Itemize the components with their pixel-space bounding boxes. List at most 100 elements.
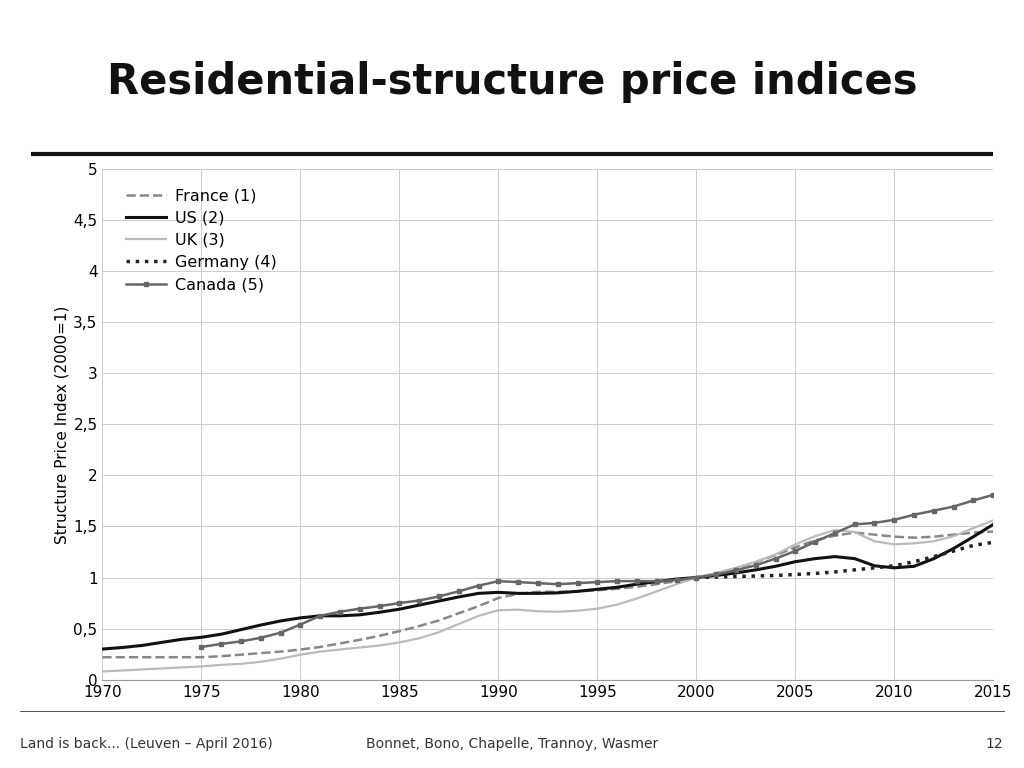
Germany (4): [809, 569, 821, 578]
UK (3): [393, 637, 406, 647]
Germany (4): [750, 571, 762, 581]
Canada (5): [888, 515, 900, 525]
Line: France (1): France (1): [102, 531, 993, 657]
Canada (5): [650, 577, 663, 586]
Line: UK (3): UK (3): [102, 521, 993, 671]
US (2): [828, 552, 841, 561]
UK (3): [353, 643, 366, 652]
France (1): [374, 631, 386, 641]
France (1): [690, 573, 702, 582]
France (1): [393, 627, 406, 636]
Text: Residential-structure price indices: Residential-structure price indices: [106, 61, 918, 103]
US (2): [671, 574, 683, 584]
Canada (5): [571, 578, 584, 588]
UK (3): [750, 557, 762, 566]
Text: 12: 12: [986, 737, 1004, 751]
UK (3): [531, 607, 544, 616]
UK (3): [671, 580, 683, 589]
France (1): [552, 588, 564, 597]
US (2): [175, 634, 187, 644]
Canada (5): [947, 502, 959, 511]
France (1): [849, 528, 861, 537]
Canada (5): [334, 607, 346, 617]
France (1): [531, 588, 544, 597]
US (2): [849, 554, 861, 563]
Germany (4): [868, 563, 881, 572]
Canada (5): [611, 577, 624, 586]
US (2): [96, 644, 109, 654]
Canada (5): [234, 637, 247, 646]
Canada (5): [294, 620, 306, 629]
US (2): [493, 588, 505, 597]
France (1): [314, 642, 327, 651]
France (1): [255, 648, 267, 657]
US (2): [928, 554, 940, 563]
France (1): [750, 558, 762, 567]
France (1): [472, 601, 484, 611]
France (1): [116, 653, 128, 662]
UK (3): [611, 600, 624, 609]
US (2): [314, 611, 327, 621]
Canada (5): [631, 577, 643, 586]
US (2): [690, 573, 702, 582]
UK (3): [849, 528, 861, 537]
Canada (5): [472, 581, 484, 591]
Canada (5): [512, 578, 524, 587]
UK (3): [96, 667, 109, 676]
France (1): [611, 584, 624, 594]
Canada (5): [671, 575, 683, 584]
UK (3): [552, 607, 564, 617]
US (2): [215, 630, 227, 639]
France (1): [274, 647, 287, 656]
US (2): [888, 563, 900, 572]
US (2): [255, 621, 267, 630]
Germany (4): [928, 552, 940, 561]
US (2): [790, 557, 802, 566]
Canada (5): [314, 611, 327, 621]
Canada (5): [393, 598, 406, 607]
UK (3): [314, 647, 327, 656]
Canada (5): [453, 587, 465, 596]
UK (3): [828, 525, 841, 535]
Canada (5): [849, 520, 861, 529]
Canada (5): [968, 496, 980, 505]
Line: Canada (5): Canada (5): [199, 492, 995, 650]
US (2): [433, 597, 445, 606]
France (1): [868, 530, 881, 539]
US (2): [374, 607, 386, 617]
US (2): [353, 611, 366, 620]
Canada (5): [493, 577, 505, 586]
UK (3): [334, 645, 346, 654]
US (2): [868, 561, 881, 571]
Germany (4): [769, 571, 781, 580]
US (2): [631, 580, 643, 589]
Germany (4): [690, 573, 702, 582]
France (1): [353, 635, 366, 644]
Legend: France (1), US (2), UK (3), Germany (4), Canada (5): France (1), US (2), UK (3), Germany (4),…: [119, 182, 284, 299]
France (1): [591, 586, 603, 595]
UK (3): [790, 540, 802, 549]
France (1): [968, 528, 980, 537]
France (1): [413, 621, 425, 631]
France (1): [769, 551, 781, 560]
Germany (4): [790, 570, 802, 579]
Line: Germany (4): Germany (4): [696, 542, 993, 578]
France (1): [334, 639, 346, 648]
Canada (5): [274, 628, 287, 637]
Text: Bonnet, Bono, Chapelle, Trannoy, Wasmer: Bonnet, Bono, Chapelle, Trannoy, Wasmer: [366, 737, 658, 751]
UK (3): [196, 662, 208, 671]
UK (3): [116, 666, 128, 675]
UK (3): [156, 664, 168, 673]
UK (3): [274, 654, 287, 664]
France (1): [493, 594, 505, 603]
Germany (4): [888, 561, 900, 571]
UK (3): [769, 550, 781, 559]
US (2): [650, 577, 663, 586]
Canada (5): [908, 510, 921, 519]
France (1): [96, 653, 109, 662]
UK (3): [968, 523, 980, 532]
US (2): [750, 565, 762, 574]
Canada (5): [987, 490, 999, 499]
UK (3): [888, 540, 900, 549]
Canada (5): [710, 570, 722, 579]
